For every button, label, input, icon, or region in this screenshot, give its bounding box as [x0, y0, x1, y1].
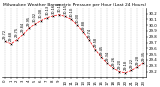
- Text: 30.02: 30.02: [33, 12, 37, 22]
- Text: 29.58: 29.58: [93, 37, 97, 47]
- Text: 29.28: 29.28: [135, 55, 139, 65]
- Text: 29.88: 29.88: [81, 20, 85, 30]
- Text: 29.84: 29.84: [21, 22, 25, 32]
- Text: 30.18: 30.18: [57, 2, 61, 12]
- Text: 30.13: 30.13: [45, 5, 49, 15]
- Text: 29.75: 29.75: [15, 27, 19, 37]
- Text: 29.34: 29.34: [105, 51, 109, 61]
- Text: 29.74: 29.74: [87, 28, 91, 38]
- Text: 29.45: 29.45: [99, 45, 103, 55]
- Text: 29.95: 29.95: [27, 16, 31, 26]
- Text: 29.22: 29.22: [129, 58, 133, 68]
- Text: 29.35: 29.35: [141, 50, 145, 61]
- Text: 30.00: 30.00: [75, 13, 79, 23]
- Text: 30.10: 30.10: [69, 7, 73, 17]
- Text: 30.15: 30.15: [63, 4, 67, 14]
- Text: 29.20: 29.20: [117, 59, 121, 69]
- Text: 29.18: 29.18: [123, 60, 127, 70]
- Text: 29.68: 29.68: [9, 31, 13, 41]
- Title: Milwaukee Weather Barometric Pressure per Hour (Last 24 Hours): Milwaukee Weather Barometric Pressure pe…: [3, 3, 146, 7]
- Text: 29.26: 29.26: [111, 56, 115, 66]
- Text: 30.16: 30.16: [51, 3, 55, 14]
- Text: 29.72: 29.72: [3, 29, 7, 39]
- Text: 30.08: 30.08: [39, 8, 43, 18]
